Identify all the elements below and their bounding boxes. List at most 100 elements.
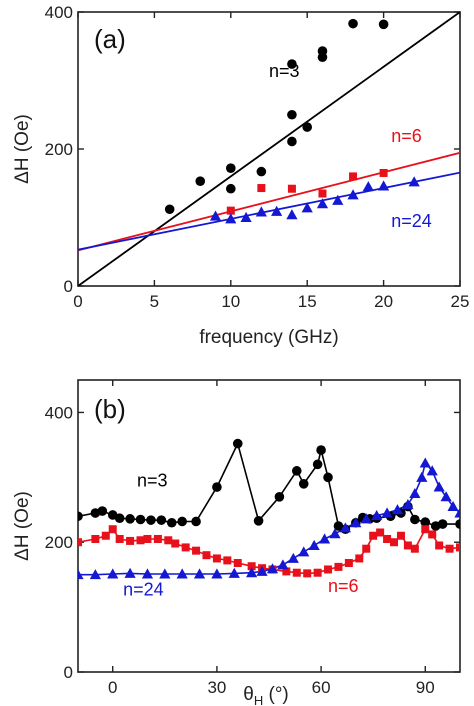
data-point-n6 (362, 544, 371, 553)
data-point-n24 (225, 213, 237, 224)
data-point-n24 (408, 176, 420, 187)
chart-panel-b: (b) θH (°) ΔH (Oe) 0 30 60 90 0 200 400 n=3 n=6… (12, 379, 461, 706)
data-point-n24 (246, 567, 258, 578)
data-point-n3 (437, 519, 448, 529)
data-point-n24 (347, 189, 359, 200)
data-point-n24 (316, 198, 329, 209)
x-axis-label-b: θH (°) (243, 684, 289, 706)
series-label-n24: n=24 (391, 211, 432, 231)
data-point-n24 (416, 471, 428, 482)
data-point-n24 (308, 539, 320, 550)
data-point-n6 (445, 544, 454, 553)
data-point-n3 (287, 136, 297, 147)
data-point-n24 (271, 205, 283, 216)
data-point-n3 (302, 122, 313, 132)
data-point-n3 (312, 459, 323, 470)
data-point-n3 (317, 52, 328, 63)
data-point-n6 (287, 184, 296, 193)
axis-ticks-b: 0 30 60 90 0 200 400 (45, 380, 460, 697)
data-point-n24 (266, 563, 279, 574)
x-tick-label: 0 (73, 292, 82, 311)
data-point-n3 (177, 516, 187, 527)
data-point-n6 (410, 544, 419, 553)
data-point-n6 (403, 541, 412, 550)
x-tick-label: 10 (221, 292, 240, 311)
series-n6-markers (226, 168, 388, 215)
data-point-n3 (455, 519, 460, 529)
series-line-n24 (78, 462, 460, 576)
data-point-n24 (193, 568, 206, 579)
data-point-n24 (78, 569, 84, 580)
data-point-n6 (428, 530, 437, 539)
data-point-n24 (433, 481, 445, 492)
series-label-n6: n=6 (328, 576, 359, 596)
annotations-a: n=3 n=6 n=24 (269, 61, 432, 231)
data-point-n6 (390, 538, 399, 547)
data-point-n24 (286, 209, 298, 220)
y-axis-label-b: ΔH (Oe) (12, 491, 33, 561)
plot-frame-b (77, 379, 461, 673)
data-point-n3 (323, 472, 333, 483)
data-point-n24 (176, 568, 188, 579)
y-tick-label: 0 (64, 277, 73, 296)
data-point-n24 (89, 569, 101, 580)
series-label-n6: n=6 (391, 126, 422, 146)
data-point-n24 (255, 206, 267, 217)
data-point-n24 (287, 552, 299, 563)
data-point-n24 (228, 567, 240, 578)
data-point-n6 (247, 562, 256, 571)
data-point-n24 (454, 507, 460, 518)
axis-ticks-a: 0 5 10 15 20 25 0 200 400 (45, 3, 470, 311)
data-point-n6 (212, 554, 221, 563)
fit-line-n3 (78, 12, 460, 286)
data-point-n24 (381, 507, 393, 518)
data-point-n24 (209, 210, 222, 221)
x-tick-label: 25 (451, 292, 470, 311)
data-point-n6 (421, 525, 430, 534)
y-tick-label: 200 (45, 533, 73, 552)
data-point-n6 (344, 558, 353, 567)
x-tick-label: 15 (298, 292, 317, 311)
fit-lines-a (78, 12, 460, 286)
data-point-n3 (253, 516, 264, 526)
data-point-n3 (164, 204, 175, 215)
panel-label-b: (b) (94, 394, 126, 424)
data-point-n6 (355, 554, 364, 563)
series-label-n3: n=3 (137, 470, 168, 490)
data-point-n24 (362, 181, 374, 192)
data-point-n3 (291, 466, 302, 476)
data-point-n6 (108, 525, 117, 534)
y-tick-label: 0 (64, 663, 73, 682)
data-point-n24 (339, 522, 351, 533)
data-point-n6 (164, 536, 173, 545)
data-point-n6 (396, 531, 405, 540)
data-point-n6 (226, 206, 235, 215)
data-point-n6 (369, 531, 378, 540)
data-point-n3 (212, 482, 222, 492)
data-point-n6 (115, 534, 124, 543)
data-point-n6 (435, 541, 444, 550)
fit-line-n24 (78, 171, 460, 251)
x-tick-label: 90 (416, 678, 435, 697)
annotations-b: n=3 n=6 n=24 (123, 470, 358, 599)
series-n24-markers (209, 176, 420, 224)
data-point-n3 (156, 515, 167, 525)
data-point-n24 (378, 180, 390, 191)
data-point-n24 (350, 517, 362, 528)
data-point-n24 (141, 568, 154, 579)
data-point-n24 (447, 500, 459, 512)
data-point-n24 (240, 211, 252, 222)
data-point-n3 (78, 511, 83, 522)
data-point-n6 (379, 168, 388, 177)
data-point-n3 (166, 517, 177, 528)
data-point-n24 (426, 465, 438, 476)
data-point-n3 (97, 506, 108, 516)
data-point-n3 (378, 19, 389, 30)
data-point-n3 (195, 176, 206, 186)
x-tick-label: 5 (150, 292, 159, 311)
y-tick-label: 200 (45, 140, 73, 159)
data-point-n24 (298, 546, 310, 557)
x-axis-label-a: frequency (GHz) (199, 327, 338, 348)
data-point-n6 (223, 556, 232, 565)
